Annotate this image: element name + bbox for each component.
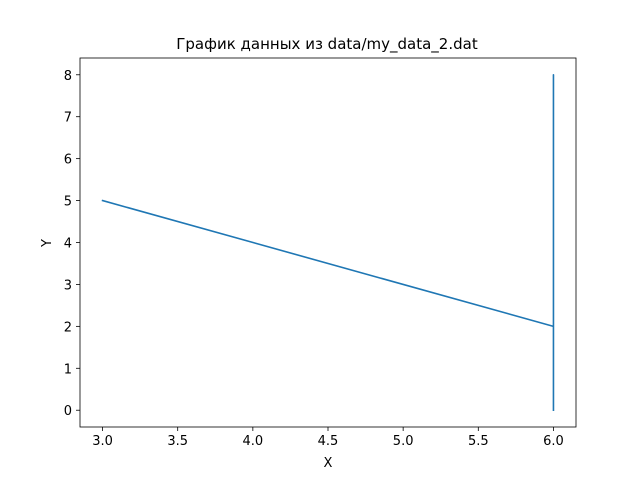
series-layer — [101, 73, 555, 412]
chart-title: График данных из data/my_data_2.dat — [176, 35, 478, 54]
plot-frame — [79, 57, 577, 428]
x-tick-label: 5.5 — [468, 434, 489, 449]
y-axis-label: Y — [40, 239, 55, 248]
x-tick-label: 4.0 — [243, 434, 264, 449]
x-tick-label: 5.0 — [393, 434, 414, 449]
y-tick-label: 2 — [64, 320, 72, 335]
plot-area — [79, 57, 577, 428]
y-tick-label: 1 — [64, 362, 72, 377]
y-tick-label: 8 — [64, 69, 72, 84]
x-axis-ticks: 3.0 3.5 4.0 4.5 5.0 5.5 6.0 — [92, 427, 564, 449]
y-tick-label: 3 — [64, 278, 72, 293]
x-tick-label: 6.0 — [543, 434, 564, 449]
y-tick-label: 7 — [64, 111, 72, 126]
x-axis-label: X — [324, 456, 333, 471]
x-tick-label: 4.5 — [318, 434, 339, 449]
y-tick-label: 4 — [64, 237, 72, 252]
series-line — [101, 73, 555, 412]
x-tick-label: 3.0 — [92, 434, 113, 449]
y-tick-label: 6 — [64, 153, 72, 168]
y-tick-label: 0 — [64, 404, 72, 419]
y-axis-ticks: 0 1 2 3 4 5 6 7 8 — [64, 69, 80, 419]
y-tick-label: 5 — [64, 195, 72, 210]
x-tick-label: 3.5 — [167, 434, 188, 449]
